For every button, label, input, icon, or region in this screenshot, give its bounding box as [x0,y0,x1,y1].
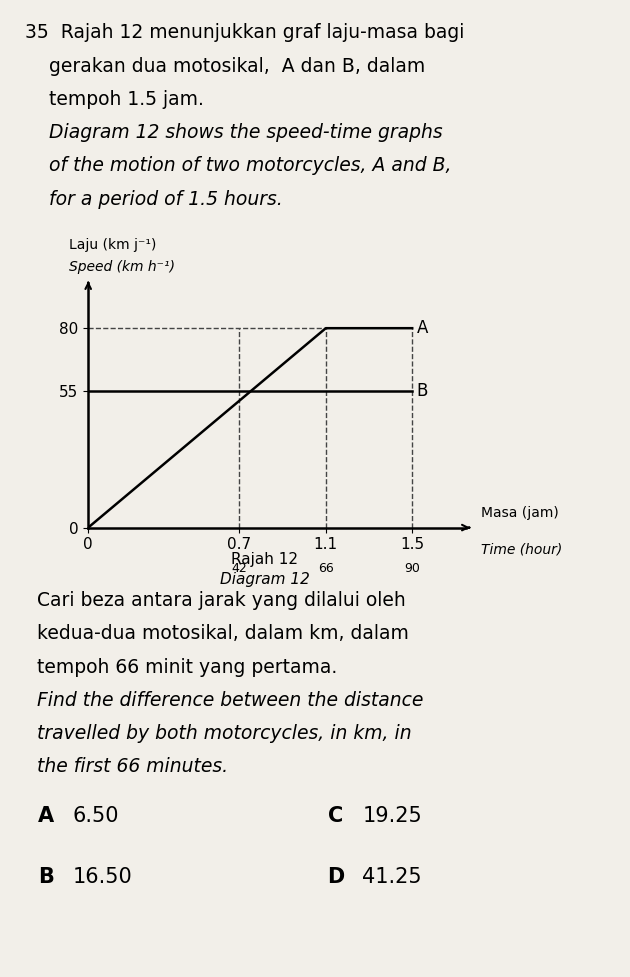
Text: Time (hour): Time (hour) [481,542,563,556]
Text: Cari beza antara jarak yang dilalui oleh: Cari beza antara jarak yang dilalui oleh [25,591,406,610]
Text: Laju (km j⁻¹): Laju (km j⁻¹) [69,237,157,252]
Text: 16.50: 16.50 [72,867,132,886]
Text: travelled by both motorcycles, in km, in: travelled by both motorcycles, in km, in [25,724,412,743]
Text: gerakan dua motosikal,  A dan B, dalam: gerakan dua motosikal, A dan B, dalam [25,57,425,75]
Text: of the motion of two motorcycles, A and B,: of the motion of two motorcycles, A and … [25,156,452,175]
Text: Rajah 12: Rajah 12 [231,552,298,567]
Text: Diagram 12 shows the speed-time graphs: Diagram 12 shows the speed-time graphs [25,123,443,142]
Text: 35  Rajah 12 menunjukkan graf laju-masa bagi: 35 Rajah 12 menunjukkan graf laju-masa b… [25,23,464,42]
Text: tempoh 1.5 jam.: tempoh 1.5 jam. [25,90,204,108]
Text: kedua-dua motosikal, dalam km, dalam: kedua-dua motosikal, dalam km, dalam [25,624,409,643]
Text: Speed (km h⁻¹): Speed (km h⁻¹) [69,260,175,274]
Text: D: D [328,867,345,886]
Text: Diagram 12: Diagram 12 [220,572,309,586]
Text: A: A [38,806,54,826]
Text: 42: 42 [231,563,247,575]
Text: 19.25: 19.25 [362,806,422,826]
Text: tempoh 66 minit yang pertama.: tempoh 66 minit yang pertama. [25,658,338,676]
Text: Masa (jam): Masa (jam) [481,506,559,520]
Text: B: B [38,867,54,886]
Text: 41.25: 41.25 [362,867,422,886]
Text: 66: 66 [318,563,334,575]
Text: C: C [328,806,343,826]
Text: Find the difference between the distance: Find the difference between the distance [25,691,423,709]
Text: the first 66 minutes.: the first 66 minutes. [25,757,228,776]
Text: B: B [416,381,428,400]
Text: A: A [416,319,428,337]
Text: 6.50: 6.50 [72,806,119,826]
Text: 90: 90 [404,563,420,575]
Text: for a period of 1.5 hours.: for a period of 1.5 hours. [25,190,283,208]
